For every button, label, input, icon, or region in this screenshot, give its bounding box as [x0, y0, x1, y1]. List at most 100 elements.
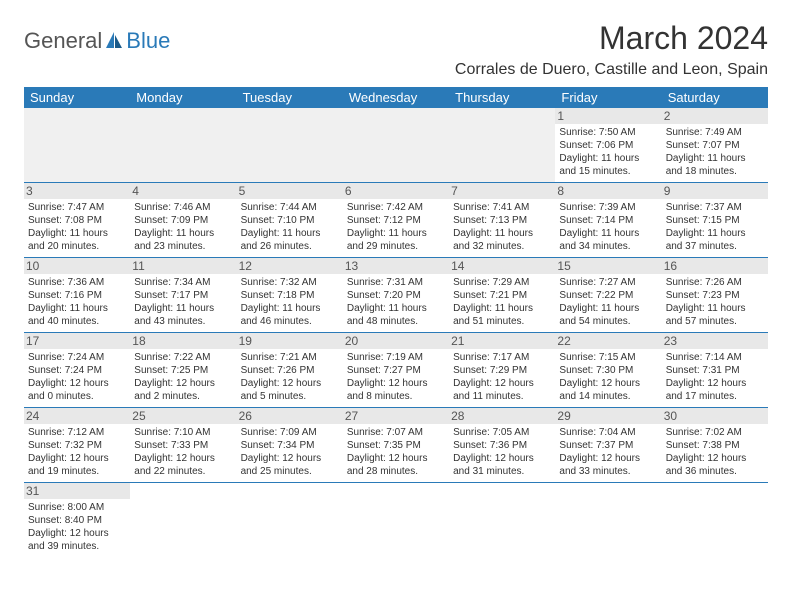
logo: General Blue [24, 28, 170, 54]
day-detail: Daylight: 11 hours [559, 302, 657, 315]
day-number: 17 [24, 333, 130, 349]
day-detail: Sunrise: 7:15 AM [559, 351, 657, 364]
day-detail: Sunset: 7:12 PM [347, 214, 445, 227]
day-detail: and 19 minutes. [28, 465, 126, 478]
calendar-cell [24, 108, 130, 183]
day-number: 25 [130, 408, 236, 424]
day-detail: Daylight: 12 hours [28, 452, 126, 465]
day-detail: Sunrise: 7:14 AM [666, 351, 764, 364]
day-number: 7 [449, 183, 555, 199]
day-detail: and 25 minutes. [241, 465, 339, 478]
day-number: 29 [555, 408, 661, 424]
day-detail: Sunrise: 7:17 AM [453, 351, 551, 364]
day-header: Sunday [24, 87, 130, 108]
day-detail: Sunset: 7:33 PM [134, 439, 232, 452]
day-detail: Sunset: 7:20 PM [347, 289, 445, 302]
day-detail: Sunset: 7:16 PM [28, 289, 126, 302]
day-header: Friday [555, 87, 661, 108]
day-detail: Sunset: 7:15 PM [666, 214, 764, 227]
day-detail: Sunset: 7:18 PM [241, 289, 339, 302]
calendar-cell: 15Sunrise: 7:27 AMSunset: 7:22 PMDayligh… [555, 258, 661, 333]
day-detail: Daylight: 12 hours [241, 452, 339, 465]
day-detail: Sunrise: 8:00 AM [28, 501, 126, 514]
day-detail: and 28 minutes. [347, 465, 445, 478]
day-detail: Daylight: 11 hours [134, 302, 232, 315]
day-detail: Daylight: 12 hours [347, 377, 445, 390]
day-detail: Sunset: 7:23 PM [666, 289, 764, 302]
calendar-cell: 26Sunrise: 7:09 AMSunset: 7:34 PMDayligh… [237, 408, 343, 483]
calendar-cell [449, 108, 555, 183]
calendar-cell: 9Sunrise: 7:37 AMSunset: 7:15 PMDaylight… [662, 183, 768, 258]
calendar-cell [662, 483, 768, 558]
day-detail: and 31 minutes. [453, 465, 551, 478]
logo-sail-icon [104, 30, 124, 53]
day-detail: Sunset: 7:13 PM [453, 214, 551, 227]
day-detail: Sunrise: 7:44 AM [241, 201, 339, 214]
day-detail: Sunrise: 7:09 AM [241, 426, 339, 439]
calendar-cell: 21Sunrise: 7:17 AMSunset: 7:29 PMDayligh… [449, 333, 555, 408]
calendar-row: 31Sunrise: 8:00 AMSunset: 8:40 PMDayligh… [24, 483, 768, 558]
calendar-cell: 27Sunrise: 7:07 AMSunset: 7:35 PMDayligh… [343, 408, 449, 483]
day-header: Monday [130, 87, 236, 108]
day-detail: and 2 minutes. [134, 390, 232, 403]
day-detail: Sunrise: 7:46 AM [134, 201, 232, 214]
day-detail: Sunrise: 7:50 AM [559, 126, 657, 139]
day-detail: Daylight: 11 hours [28, 302, 126, 315]
day-detail: and 26 minutes. [241, 240, 339, 253]
day-detail: Sunset: 7:14 PM [559, 214, 657, 227]
calendar-cell: 4Sunrise: 7:46 AMSunset: 7:09 PMDaylight… [130, 183, 236, 258]
calendar-row: 24Sunrise: 7:12 AMSunset: 7:32 PMDayligh… [24, 408, 768, 483]
day-number: 31 [24, 483, 130, 499]
day-detail: Sunset: 7:37 PM [559, 439, 657, 452]
day-header: Saturday [662, 87, 768, 108]
calendar-cell [343, 108, 449, 183]
day-detail: Sunset: 7:17 PM [134, 289, 232, 302]
day-detail: and 39 minutes. [28, 540, 126, 553]
calendar-cell [237, 483, 343, 558]
day-number: 26 [237, 408, 343, 424]
day-detail: Sunset: 7:10 PM [241, 214, 339, 227]
calendar-cell: 14Sunrise: 7:29 AMSunset: 7:21 PMDayligh… [449, 258, 555, 333]
day-number: 9 [662, 183, 768, 199]
title-block: March 2024 Corrales de Duero, Castille a… [455, 20, 768, 79]
calendar-cell: 7Sunrise: 7:41 AMSunset: 7:13 PMDaylight… [449, 183, 555, 258]
day-number: 23 [662, 333, 768, 349]
day-detail: Sunrise: 7:31 AM [347, 276, 445, 289]
calendar-cell: 2Sunrise: 7:49 AMSunset: 7:07 PMDaylight… [662, 108, 768, 183]
day-detail: Sunrise: 7:12 AM [28, 426, 126, 439]
day-detail: Sunset: 7:38 PM [666, 439, 764, 452]
day-detail: Daylight: 11 hours [134, 227, 232, 240]
day-detail: Daylight: 11 hours [666, 227, 764, 240]
day-detail: Daylight: 12 hours [559, 452, 657, 465]
calendar-cell: 12Sunrise: 7:32 AMSunset: 7:18 PMDayligh… [237, 258, 343, 333]
day-detail: Daylight: 11 hours [453, 227, 551, 240]
day-detail: Sunrise: 7:10 AM [134, 426, 232, 439]
calendar-row: 17Sunrise: 7:24 AMSunset: 7:24 PMDayligh… [24, 333, 768, 408]
day-detail: Daylight: 12 hours [28, 377, 126, 390]
calendar-row: 3Sunrise: 7:47 AMSunset: 7:08 PMDaylight… [24, 183, 768, 258]
calendar-cell: 17Sunrise: 7:24 AMSunset: 7:24 PMDayligh… [24, 333, 130, 408]
day-detail: Sunset: 7:35 PM [347, 439, 445, 452]
calendar-cell: 1Sunrise: 7:50 AMSunset: 7:06 PMDaylight… [555, 108, 661, 183]
calendar-cell [130, 108, 236, 183]
day-detail: and 18 minutes. [666, 165, 764, 178]
day-detail: Daylight: 12 hours [453, 377, 551, 390]
day-detail: Sunset: 7:06 PM [559, 139, 657, 152]
calendar-cell: 3Sunrise: 7:47 AMSunset: 7:08 PMDaylight… [24, 183, 130, 258]
day-detail: Daylight: 11 hours [347, 227, 445, 240]
day-detail: and 29 minutes. [347, 240, 445, 253]
day-detail: Daylight: 12 hours [559, 377, 657, 390]
day-detail: and 33 minutes. [559, 465, 657, 478]
day-detail: Sunrise: 7:29 AM [453, 276, 551, 289]
day-header: Thursday [449, 87, 555, 108]
day-number: 13 [343, 258, 449, 274]
day-detail: Sunrise: 7:21 AM [241, 351, 339, 364]
day-number: 8 [555, 183, 661, 199]
day-detail: Daylight: 11 hours [559, 227, 657, 240]
day-detail: Daylight: 11 hours [559, 152, 657, 165]
day-detail: and 57 minutes. [666, 315, 764, 328]
calendar-row: 10Sunrise: 7:36 AMSunset: 7:16 PMDayligh… [24, 258, 768, 333]
calendar-cell [555, 483, 661, 558]
day-detail: Daylight: 12 hours [134, 452, 232, 465]
day-detail: Daylight: 12 hours [347, 452, 445, 465]
